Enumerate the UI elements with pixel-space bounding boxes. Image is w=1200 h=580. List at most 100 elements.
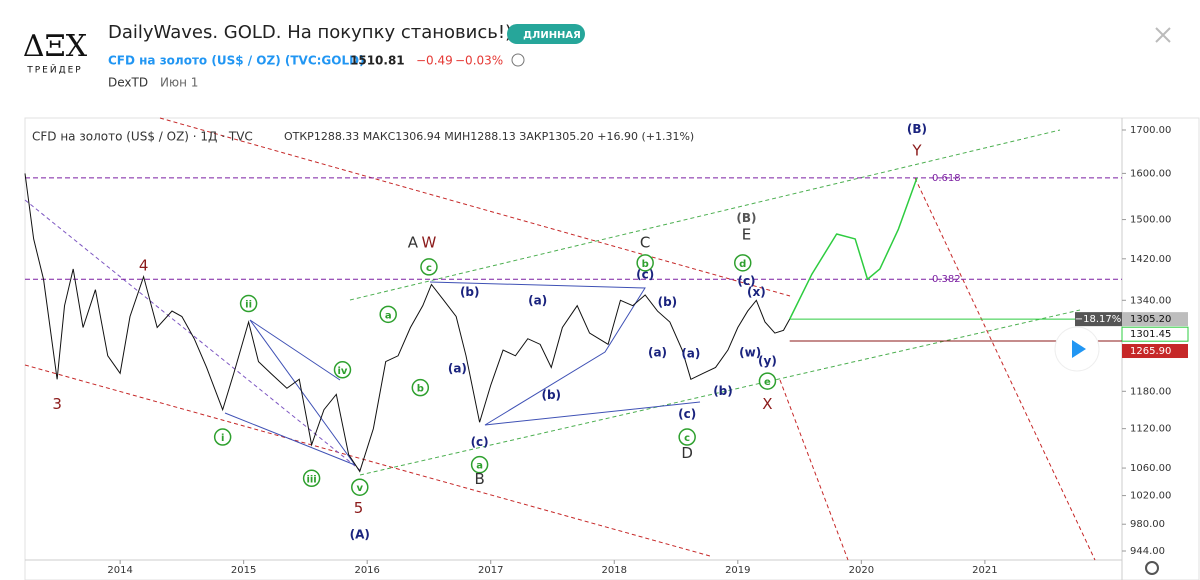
- wave-label: (x): [747, 285, 766, 299]
- wave-label: v: [357, 483, 364, 494]
- idea-title: DailyWaves. GOLD. На покупку становись!)…: [108, 22, 519, 43]
- wave-label: (b): [658, 295, 678, 309]
- price-label: 1265.90: [1130, 346, 1171, 357]
- change-pct: −0.03%: [455, 54, 503, 68]
- price: 1510.81: [350, 54, 405, 68]
- y-tick-label: 1120.00: [1130, 424, 1171, 435]
- y-tick-label: 1420.00: [1130, 254, 1171, 265]
- wave-label: (b): [541, 388, 561, 402]
- fib-label: 0.382: [932, 274, 961, 285]
- close-button[interactable]: [1155, 27, 1171, 43]
- percent-bg: [1075, 312, 1122, 327]
- wave-label: (c): [471, 435, 489, 449]
- wave-label: (B): [907, 122, 927, 136]
- wave-label: (c): [737, 274, 755, 288]
- logo: ΔΞΧ: [23, 29, 88, 64]
- badge: ДЛИННАЯ: [523, 30, 581, 41]
- wave-label: C: [640, 233, 650, 251]
- trend-line: [914, 177, 1096, 561]
- wave-label: e: [764, 377, 771, 388]
- y-tick-label: 1500.00: [1130, 215, 1171, 226]
- play-icon: [1072, 340, 1086, 358]
- wave-circle: [302, 469, 321, 488]
- badge-bg: [507, 24, 585, 44]
- trend-line: [24, 199, 361, 471]
- trend-line: [779, 379, 849, 561]
- author[interactable]: DexTD: [108, 76, 148, 90]
- wave-label: b: [417, 384, 424, 395]
- price-line: [24, 173, 791, 473]
- wave-label: c: [426, 263, 432, 274]
- chart-frame: [24, 117, 1200, 580]
- wave-label: ii: [245, 300, 252, 311]
- wave-label: 5: [354, 499, 364, 517]
- y-tick-label: 1180.00: [1130, 386, 1171, 397]
- logo-sub: ТРЕЙДЕР: [26, 64, 83, 76]
- wave-label: (a): [448, 362, 467, 376]
- wave-label: (a): [528, 293, 547, 307]
- wave-circle: [678, 428, 696, 446]
- x-tick-label: 2019: [725, 565, 750, 576]
- x-tick-label: 2014: [107, 565, 132, 576]
- wave-circle: [411, 378, 430, 397]
- triangle: [224, 319, 357, 467]
- price-label-bg: [1121, 326, 1189, 342]
- x-tick-label: 2020: [849, 565, 874, 576]
- y-tick-label: 1060.00: [1130, 463, 1171, 474]
- wave-label: (a): [681, 346, 700, 360]
- wave-circle: [420, 258, 438, 276]
- ohlc: ОТКР1288.33 МАКС1306.94 МИН1288.13 ЗАКР1…: [284, 130, 694, 143]
- price-label: 1301.45: [1130, 329, 1171, 340]
- wave-circle: [213, 428, 232, 446]
- change: −0.49: [416, 54, 453, 68]
- x-tick-label: 2018: [602, 565, 627, 576]
- wave-label: (c): [678, 407, 696, 421]
- plot: 1700.00 1600.00 1500.00 1420.00 1340.00 1180.…: [24, 122, 1189, 576]
- symbol[interactable]: CFD на золото (US$ / OZ) (TVC:GOLD): [108, 54, 365, 68]
- x-tick-label: 2016: [354, 565, 379, 576]
- price-label-bg: [1122, 344, 1188, 359]
- triangle: [429, 281, 701, 426]
- wave-label: D: [681, 444, 693, 462]
- wave-circle: [470, 455, 489, 474]
- wave-circle: [758, 372, 777, 390]
- wave-label: (b): [713, 384, 733, 398]
- forecast-line: [789, 177, 918, 320]
- price-label: 1305.20: [1130, 314, 1171, 325]
- trend-line: [159, 117, 791, 297]
- wave-label: (B): [736, 211, 756, 225]
- wave-circle: [351, 478, 369, 496]
- x-tick-label: 2017: [478, 565, 503, 576]
- trend-line: [349, 129, 1061, 301]
- wave-label: a: [385, 310, 392, 321]
- settings-icon[interactable]: [1145, 561, 1159, 575]
- percent-label: −18.17%: [1075, 314, 1122, 325]
- wave-label: (b): [460, 285, 480, 299]
- wave-label: 4: [139, 256, 149, 274]
- wave-label: iii: [306, 474, 316, 485]
- wave-label: (c): [636, 268, 654, 282]
- date: Июн 1: [160, 76, 198, 90]
- wave-label: iv: [338, 366, 348, 377]
- wave-label: d: [739, 259, 746, 270]
- wave-label: X: [762, 395, 772, 413]
- y-tick-label: 1340.00: [1130, 295, 1171, 306]
- wave-label: E: [742, 226, 751, 244]
- wave-label: 3: [52, 395, 62, 413]
- y-tick-label: 944.00: [1130, 546, 1165, 557]
- y-tick-label: 1020.00: [1130, 491, 1171, 502]
- wave-label: (A): [350, 527, 370, 541]
- y-tick-label: 1700.00: [1130, 125, 1171, 136]
- wave-label: a: [476, 461, 483, 472]
- wave-circle: [733, 254, 752, 272]
- wave-label: (y): [758, 354, 777, 368]
- wave-circle: [333, 361, 352, 379]
- alert-icon[interactable]: [511, 53, 525, 67]
- wave-label: (a): [648, 345, 667, 359]
- x-tick-label: 2021: [972, 565, 997, 576]
- wave-label: i: [221, 433, 224, 444]
- wave-label: Y: [911, 142, 922, 160]
- y-tick-label: 1600.00: [1130, 168, 1171, 179]
- price-label-bg: [1122, 312, 1188, 327]
